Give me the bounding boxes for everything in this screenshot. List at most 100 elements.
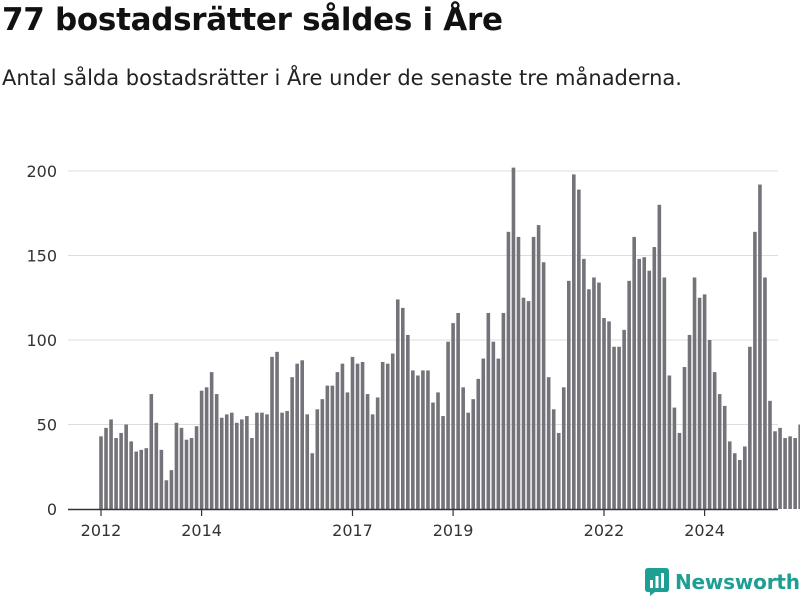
bar: [677, 432, 682, 509]
bar-chart: 05010015020020122014201720192022202477: [26, 162, 800, 540]
bar: [295, 363, 299, 509]
bar: [255, 412, 259, 509]
bar: [441, 416, 445, 509]
bar: [436, 392, 440, 509]
bar: [748, 346, 752, 509]
bar: [375, 397, 380, 509]
bar: [607, 321, 611, 509]
bar: [597, 282, 601, 509]
bar: [587, 289, 591, 509]
bar: [416, 375, 420, 509]
y-tick-label: 150: [26, 247, 57, 266]
bar: [390, 353, 395, 509]
bar: [738, 459, 742, 509]
bar: [682, 367, 687, 509]
x-tick-label: 2012: [81, 521, 122, 540]
bar: [461, 387, 465, 509]
bar: [124, 424, 128, 509]
brand-logo: Newsworthy: [645, 568, 800, 596]
bar: [632, 236, 636, 509]
bar: [612, 346, 616, 509]
bar: [99, 436, 103, 509]
bar: [526, 301, 531, 509]
bar: [521, 297, 526, 509]
bar: [758, 184, 762, 509]
bar: [657, 204, 662, 510]
x-tick-label: 2024: [684, 521, 725, 540]
bar: [315, 409, 320, 509]
bar: [134, 451, 139, 509]
bar: [370, 414, 375, 509]
bar: [582, 258, 586, 509]
bar: [365, 394, 370, 509]
bar: [793, 438, 797, 509]
bar: [401, 307, 405, 509]
bar: [260, 412, 264, 509]
bar: [129, 441, 133, 509]
bar: [707, 340, 712, 509]
bar: [235, 422, 239, 509]
bar: [652, 247, 657, 510]
bar: [481, 358, 486, 509]
bar: [622, 329, 626, 509]
bar: [753, 231, 757, 509]
bar: [577, 189, 581, 509]
newsworthy-logo-icon: [645, 568, 669, 596]
bar: [119, 432, 123, 509]
bar: [325, 385, 330, 509]
bar: [421, 370, 425, 509]
bar: [164, 480, 169, 509]
bar: [783, 438, 787, 509]
bar: [712, 372, 717, 509]
bar: [446, 341, 450, 509]
bar: [290, 377, 294, 509]
bar: [773, 431, 777, 509]
bar: [687, 334, 692, 509]
bar: [144, 448, 149, 509]
bar: [692, 277, 697, 509]
bar: [496, 358, 501, 509]
bar: [320, 399, 325, 509]
bar: [763, 277, 767, 509]
y-tick-label: 200: [26, 162, 57, 181]
bar: [280, 412, 284, 509]
x-tick-label: 2022: [584, 521, 625, 540]
bar: [395, 299, 400, 509]
chart-title: 77 bostadsrätter såldes i Åre: [2, 2, 503, 38]
bar: [566, 280, 571, 509]
bar: [788, 436, 792, 509]
bar: [300, 360, 304, 509]
bar: [743, 446, 747, 509]
bar: [778, 427, 782, 509]
chart-subtitle: Antal sålda bostadsrätter i Åre under de…: [2, 66, 682, 90]
bar: [456, 312, 460, 509]
bar: [204, 387, 209, 509]
bar: [149, 394, 154, 509]
bar: [310, 453, 315, 509]
bar: [139, 449, 144, 509]
bar: [154, 422, 159, 509]
bar: [617, 346, 621, 509]
bar: [189, 438, 194, 509]
bar: [561, 387, 566, 509]
bar: [355, 363, 360, 509]
bar: [350, 356, 355, 509]
bar: [411, 370, 415, 509]
bar: [345, 392, 350, 509]
bar: [592, 277, 596, 509]
bar: [245, 416, 249, 509]
bar: [627, 280, 631, 509]
bar: [476, 378, 481, 509]
bar: [466, 412, 470, 509]
bar: [159, 449, 164, 509]
bar: [717, 394, 722, 509]
bar: [385, 363, 390, 509]
bar: [722, 405, 727, 509]
bar: [224, 414, 229, 509]
bar: [506, 231, 511, 509]
x-tick-label: 2019: [433, 521, 474, 540]
bar: [174, 422, 179, 509]
bar: [431, 402, 435, 509]
bar: [169, 470, 174, 509]
bar: [360, 361, 365, 509]
